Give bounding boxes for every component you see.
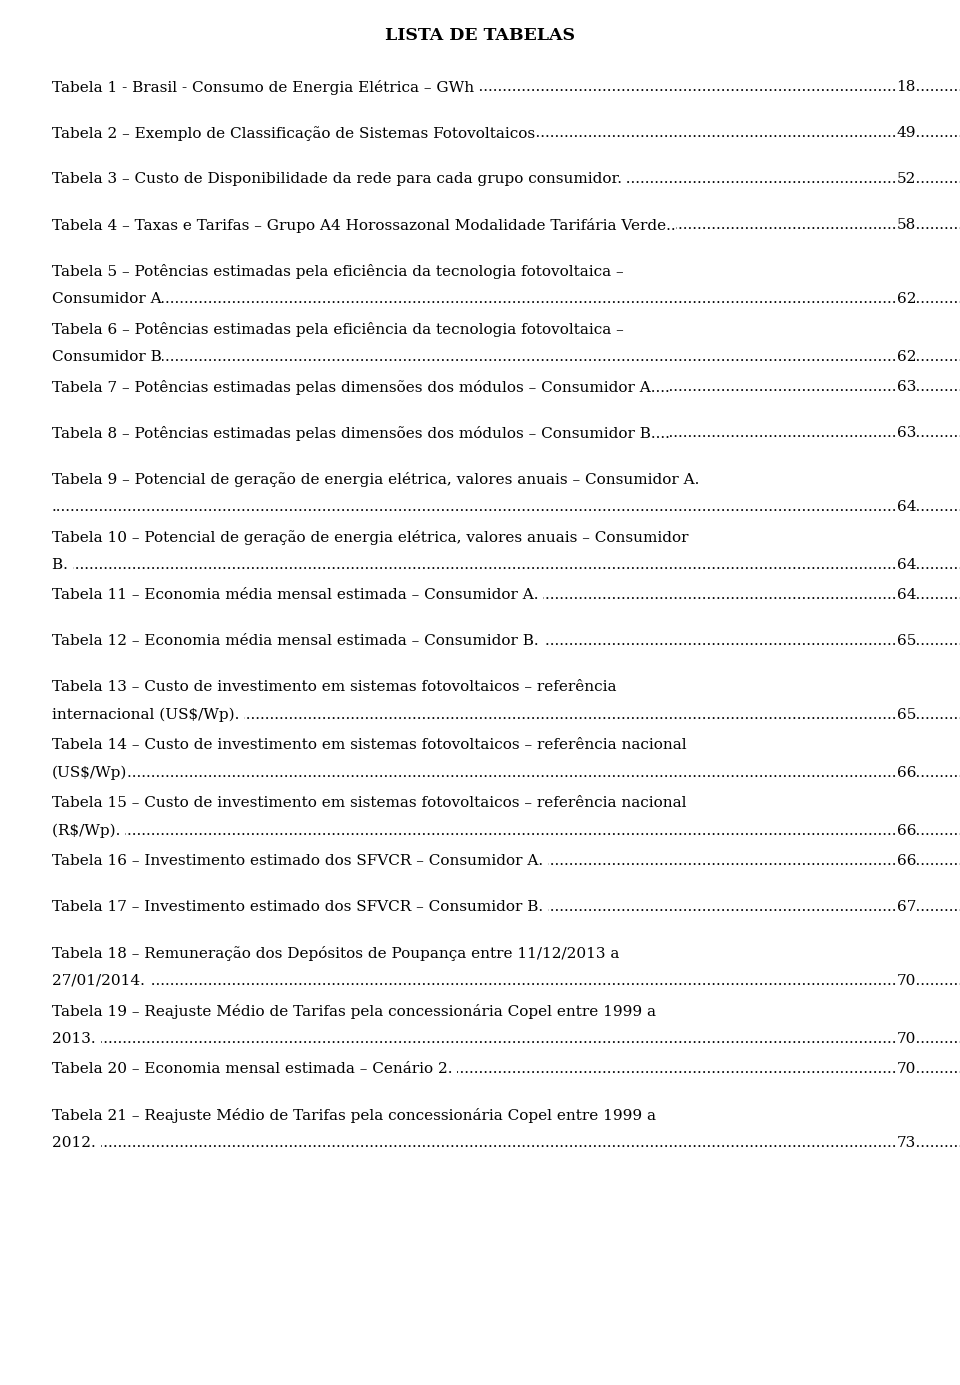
Text: ................................................................................: ........................................… [52,1032,960,1046]
Text: 49: 49 [897,126,916,140]
Text: ................................................................................: ........................................… [52,350,960,364]
Text: ................................................................................: ........................................… [52,379,960,393]
Text: ................................................................................: ........................................… [52,427,960,440]
Text: Consumidor B: Consumidor B [52,350,161,364]
Text: LISTA DE TABELAS: LISTA DE TABELAS [385,26,575,44]
Text: 62: 62 [897,292,916,306]
Text: Consumidor A: Consumidor A [52,292,161,306]
Text: 63: 63 [897,379,916,393]
Text: 67: 67 [897,900,916,914]
Text: ................................................................................: ........................................… [52,172,960,186]
Text: 66: 66 [897,855,916,868]
Text: Tabela 13 – Custo de investimento em sistemas fotovoltaicos – referência: Tabela 13 – Custo de investimento em sis… [52,680,616,694]
Text: Tabela 21 – Reajuste Médio de Tarifas pela concessionária Copel entre 1999 a: Tabela 21 – Reajuste Médio de Tarifas pe… [52,1108,656,1123]
Text: 73: 73 [897,1136,916,1150]
Text: ................................................................................: ........................................… [52,974,960,988]
Text: 52: 52 [897,172,916,186]
Text: Tabela 14 – Custo de investimento em sistemas fotovoltaicos – referência naciona: Tabela 14 – Custo de investimento em sis… [52,738,686,752]
Text: 65: 65 [897,708,916,722]
Text: ................................................................................: ........................................… [52,855,960,868]
Text: 2013.: 2013. [52,1032,101,1046]
Text: Tabela 16 – Investimento estimado dos SFVCR – Consumidor A.: Tabela 16 – Investimento estimado dos SF… [52,855,548,868]
Text: ................................................................................: ........................................… [52,766,960,780]
Text: ................................................................................: ........................................… [52,500,960,514]
Text: ................................................................................: ........................................… [52,80,960,94]
Text: 27/01/2014.: 27/01/2014. [52,974,150,988]
Text: Tabela 12 – Economia média mensal estimada – Consumidor B.: Tabela 12 – Economia média mensal estima… [52,634,543,648]
Text: 70: 70 [897,1062,916,1076]
Text: 65: 65 [897,634,916,648]
Text: Tabela 17 – Investimento estimado dos SFVCR – Consumidor B.: Tabela 17 – Investimento estimado dos SF… [52,900,548,914]
Text: (R$/Wp).: (R$/Wp). [52,824,125,838]
Text: 64: 64 [897,558,916,572]
Text: ................................................................................: ........................................… [52,1062,960,1076]
Text: Tabela 3 – Custo de Disponibilidade da rede para cada grupo consumidor.: Tabela 3 – Custo de Disponibilidade da r… [52,172,627,186]
Text: Tabela 1 - Brasil - Consumo de Energia Elétrica – GWh: Tabela 1 - Brasil - Consumo de Energia E… [52,80,479,96]
Text: Tabela 10 – Potencial de geração de energia elétrica, valores anuais – Consumido: Tabela 10 – Potencial de geração de ener… [52,530,688,546]
Text: Tabela 20 – Economia mensal estimada – Cenário 2.: Tabela 20 – Economia mensal estimada – C… [52,1062,457,1076]
Text: Tabela 2 – Exemplo de Classificação de Sistemas Fotovoltaicos: Tabela 2 – Exemplo de Classificação de S… [52,126,535,141]
Text: Tabela 7 – Potências estimadas pelas dimensões dos módulos – Consumidor A....: Tabela 7 – Potências estimadas pelas dim… [52,379,670,395]
Text: 66: 66 [897,766,916,780]
Text: 66: 66 [897,824,916,838]
Text: ................................................................................: ........................................… [52,900,960,914]
Text: Tabela 19 – Reajuste Médio de Tarifas pela concessionária Copel entre 1999 a: Tabela 19 – Reajuste Médio de Tarifas pe… [52,1004,656,1019]
Text: ................................................................................: ........................................… [52,558,960,572]
Text: ................................................................................: ........................................… [52,1136,960,1150]
Text: internacional (US$/Wp).: internacional (US$/Wp). [52,708,244,723]
Text: 58: 58 [897,217,916,233]
Text: 62: 62 [897,350,916,364]
Text: B.: B. [52,558,73,572]
Text: Tabela 11 – Economia média mensal estimada – Consumidor A.: Tabela 11 – Economia média mensal estima… [52,589,543,602]
Text: Tabela 15 – Custo de investimento em sistemas fotovoltaicos – referência naciona: Tabela 15 – Custo de investimento em sis… [52,796,686,810]
Text: Tabela 18 – Remuneração dos Depósitos de Poupança entre 11/12/2013 a: Tabela 18 – Remuneração dos Depósitos de… [52,946,619,961]
Text: ................................................................................: ........................................… [52,634,960,648]
Text: Tabela 8 – Potências estimadas pelas dimensões dos módulos – Consumidor B....: Tabela 8 – Potências estimadas pelas dim… [52,427,670,440]
Text: Tabela 5 – Potências estimadas pela eficiência da tecnologia fotovoltaica –: Tabela 5 – Potências estimadas pela efic… [52,265,624,278]
Text: (US$/Wp): (US$/Wp) [52,766,128,780]
Text: ................................................................................: ........................................… [52,589,960,602]
Text: ................................................................................: ........................................… [52,217,960,233]
Text: 64: 64 [897,589,916,602]
Text: 63: 63 [897,427,916,440]
Text: Tabela 4 – Taxas e Tarifas – Grupo A4 Horossazonal Modalidade Tarifária Verde..: Tabela 4 – Taxas e Tarifas – Grupo A4 Ho… [52,217,676,233]
Text: ................................................................................: ........................................… [52,824,960,838]
Text: 70: 70 [897,974,916,988]
Text: Tabela 9 – Potencial de geração de energia elétrica, valores anuais – Consumidor: Tabela 9 – Potencial de geração de energ… [52,472,700,488]
Text: 2012.: 2012. [52,1136,101,1150]
Text: Tabela 6 – Potências estimadas pela eficiência da tecnologia fotovoltaica –: Tabela 6 – Potências estimadas pela efic… [52,321,624,337]
Text: ................................................................................: ........................................… [52,708,960,722]
Text: 18: 18 [897,80,916,94]
Text: ................................................................................: ........................................… [52,126,960,140]
Text: 64: 64 [897,500,916,514]
Text: 70: 70 [897,1032,916,1046]
Text: ................................................................................: ........................................… [52,292,960,306]
